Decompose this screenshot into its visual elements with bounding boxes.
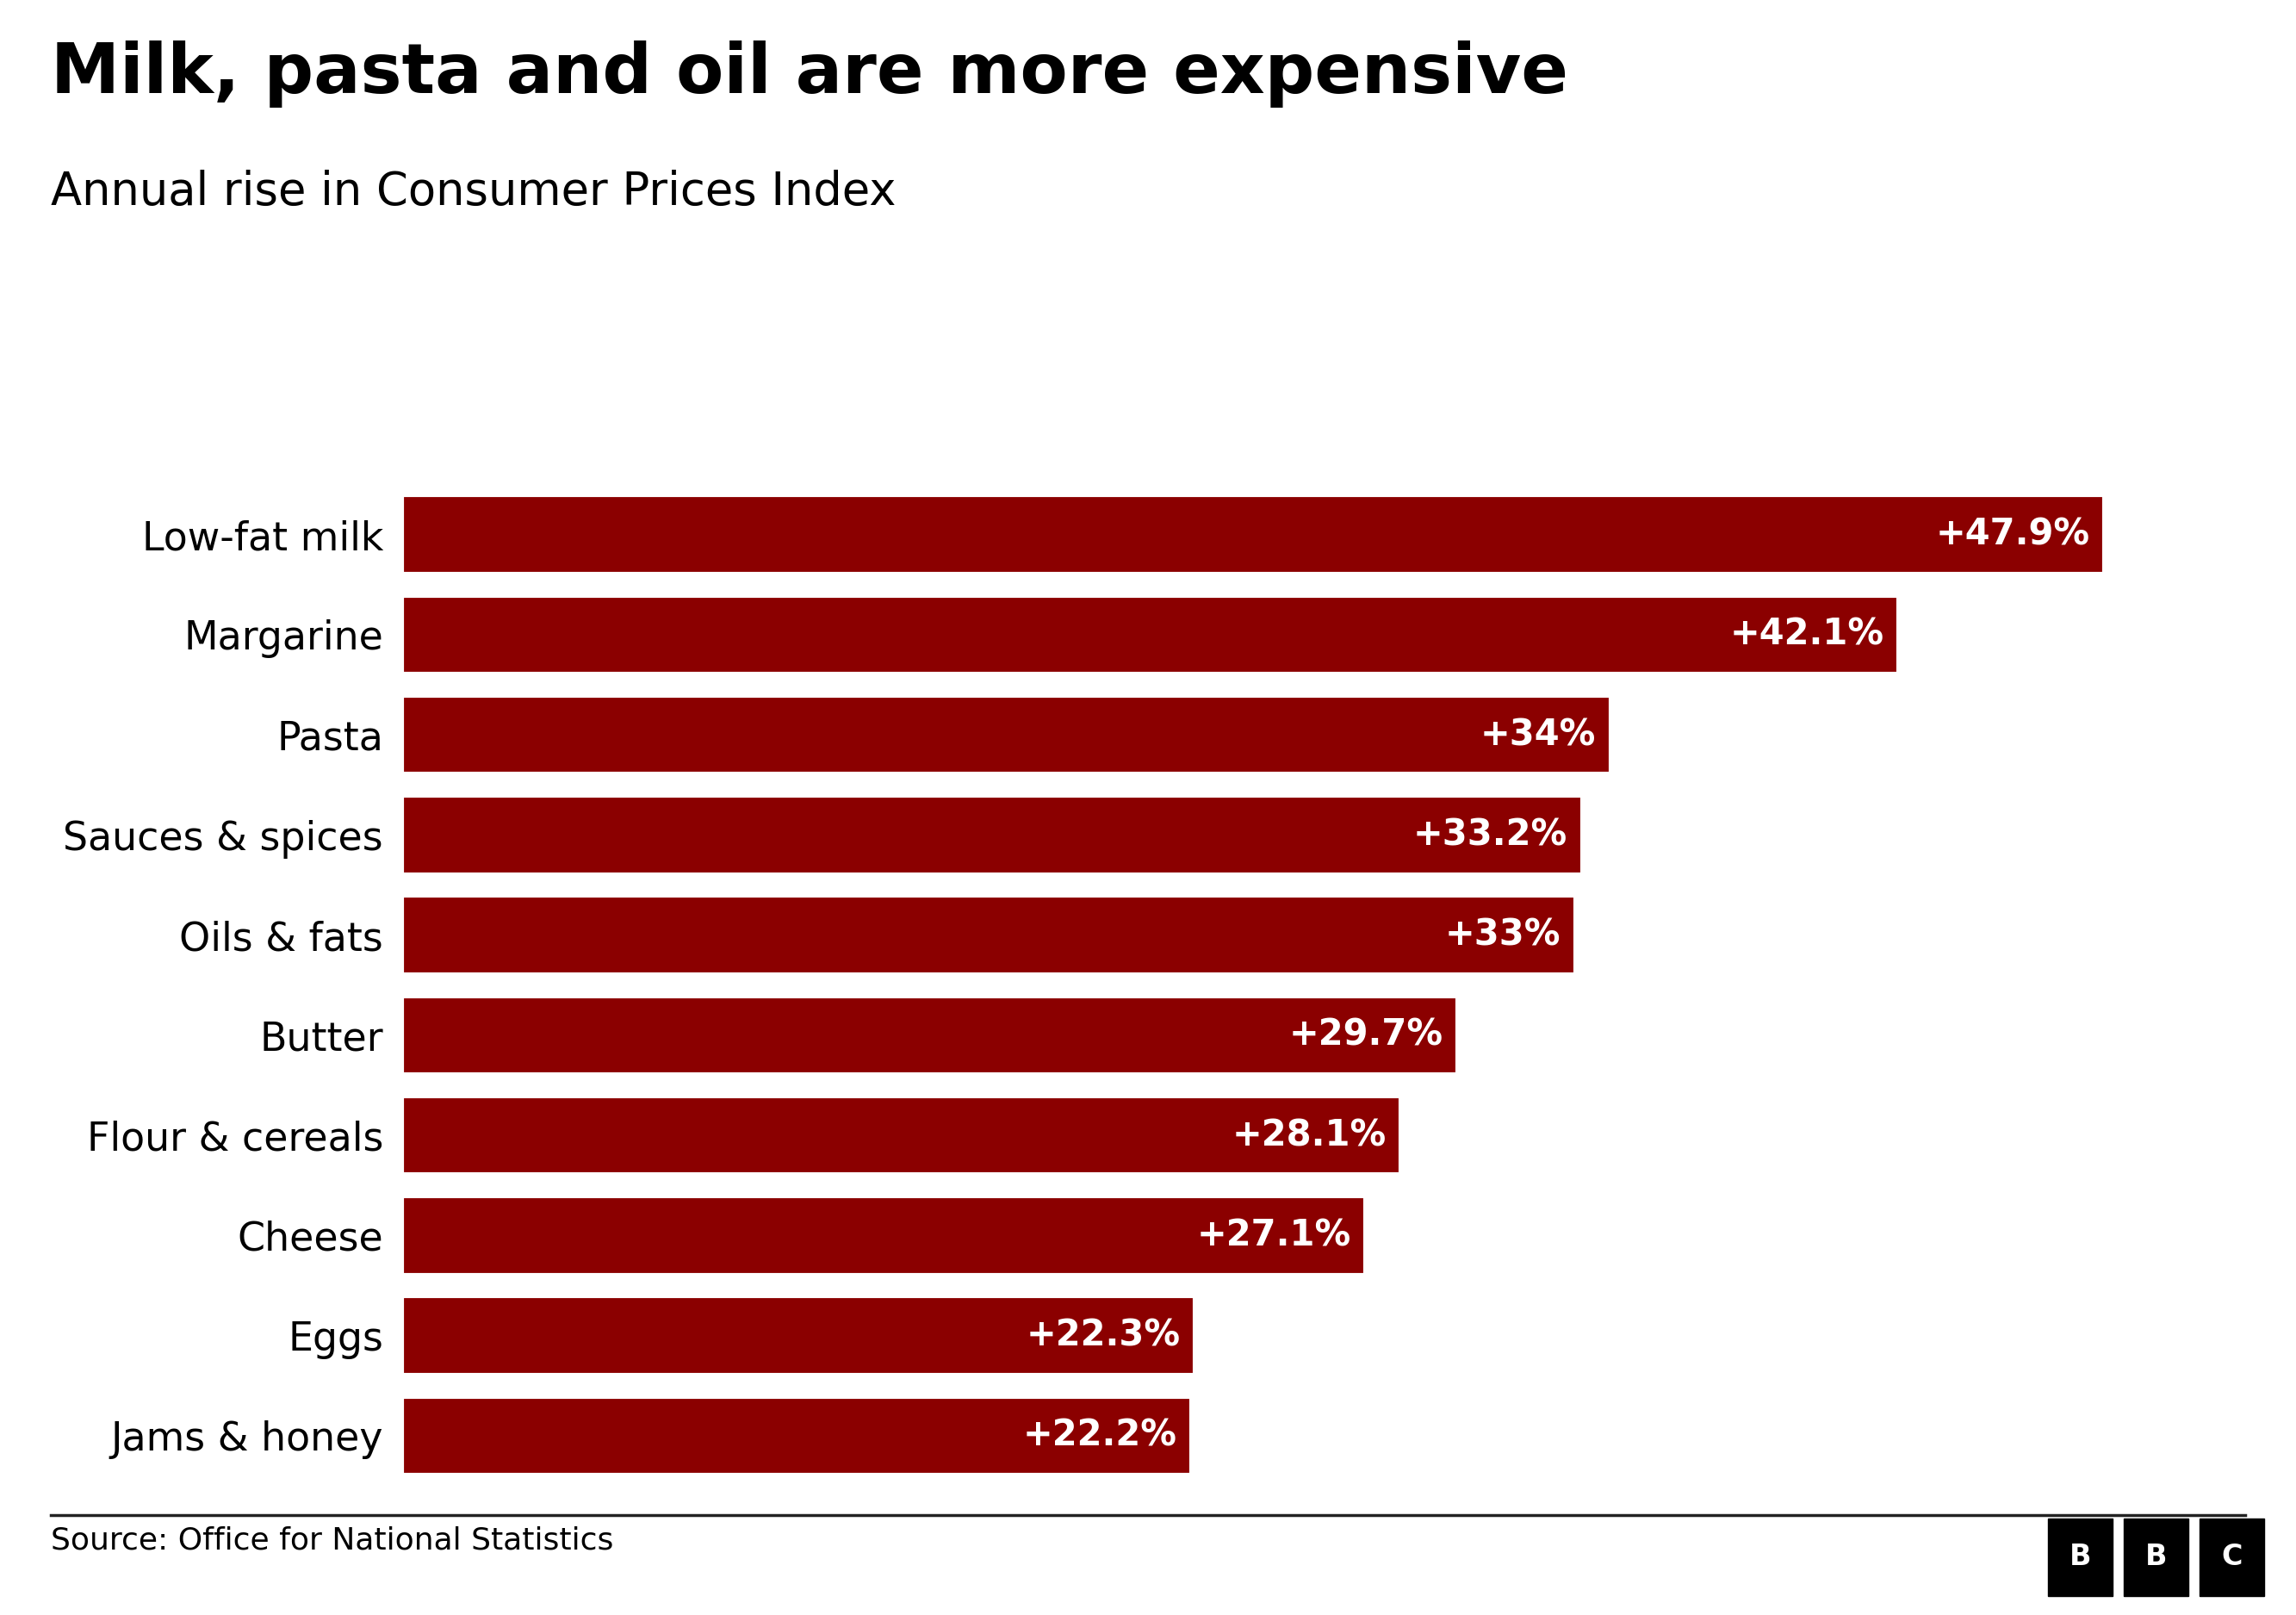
Text: +22.2%: +22.2% bbox=[1022, 1418, 1176, 1454]
Bar bbox=[402, 796, 1582, 874]
Text: B: B bbox=[2069, 1542, 2092, 1571]
Bar bbox=[402, 996, 1458, 1074]
Text: Annual rise in Consumer Prices Index: Annual rise in Consumer Prices Index bbox=[51, 170, 895, 215]
Bar bbox=[402, 1097, 1401, 1174]
Text: +29.7%: +29.7% bbox=[1288, 1017, 1444, 1053]
Text: +27.1%: +27.1% bbox=[1196, 1218, 1350, 1253]
Bar bbox=[402, 496, 2105, 573]
Bar bbox=[402, 896, 1575, 974]
Text: +28.1%: +28.1% bbox=[1233, 1118, 1387, 1153]
Text: +34%: +34% bbox=[1481, 717, 1596, 753]
Text: +42.1%: +42.1% bbox=[1729, 617, 1885, 652]
Bar bbox=[402, 1297, 1194, 1374]
Text: B: B bbox=[2144, 1542, 2167, 1571]
Text: C: C bbox=[2220, 1542, 2243, 1571]
Text: Milk, pasta and oil are more expensive: Milk, pasta and oil are more expensive bbox=[51, 40, 1568, 108]
Bar bbox=[402, 696, 1609, 774]
Text: +33.2%: +33.2% bbox=[1414, 817, 1568, 853]
Bar bbox=[402, 596, 1899, 673]
Text: +22.3%: +22.3% bbox=[1026, 1318, 1180, 1353]
Bar bbox=[402, 1197, 1366, 1274]
Text: Source: Office for National Statistics: Source: Office for National Statistics bbox=[51, 1526, 613, 1555]
Text: +47.9%: +47.9% bbox=[1936, 517, 2089, 552]
Bar bbox=[402, 1397, 1192, 1474]
Text: +33%: +33% bbox=[1444, 917, 1561, 953]
